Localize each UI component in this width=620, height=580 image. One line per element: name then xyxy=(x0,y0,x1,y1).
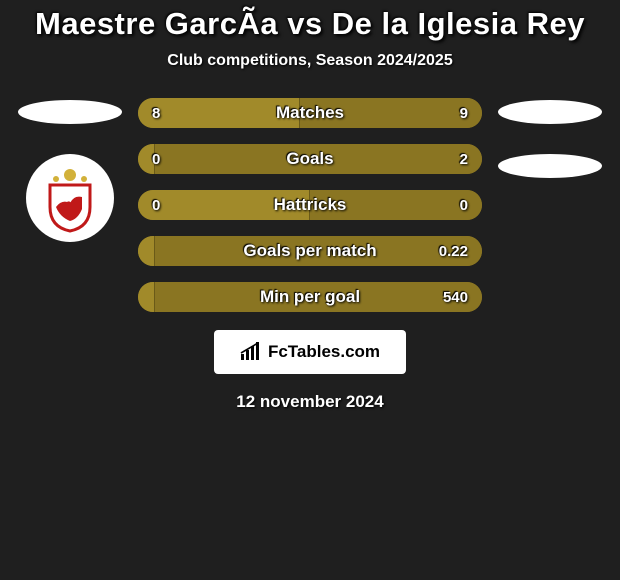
bar-value-left: 0 xyxy=(152,197,160,214)
stat-bar: Goals per match 0.22 xyxy=(138,236,482,266)
player-right-ellipse-1 xyxy=(498,100,602,124)
bar-label: Hattricks xyxy=(274,195,347,215)
stat-bar: 0 Goals 2 xyxy=(138,144,482,174)
stat-bar: 0 Hattricks 0 xyxy=(138,190,482,220)
player-left-ellipse xyxy=(18,100,122,124)
stats-area: 8 Matches 9 0 Goals 2 0 Hattricks 0 Goals per mat… xyxy=(0,98,620,328)
bar-fill-left xyxy=(138,236,155,266)
bar-value-right: 0.22 xyxy=(439,243,468,260)
bar-label: Goals xyxy=(286,149,333,169)
bar-value-right: 2 xyxy=(460,151,468,168)
bar-fill-left xyxy=(138,282,155,312)
bar-value-left: 8 xyxy=(152,105,160,122)
bar-value-right: 540 xyxy=(443,289,468,306)
stat-bar: 8 Matches 9 xyxy=(138,98,482,128)
left-player-col xyxy=(8,98,132,328)
brand-badge: FcTables.com xyxy=(214,330,406,374)
bar-value-right: 0 xyxy=(460,197,468,214)
bar-chart-icon xyxy=(240,342,262,362)
bar-value-left: 0 xyxy=(152,151,160,168)
brand-text: FcTables.com xyxy=(268,342,380,362)
bar-label: Matches xyxy=(276,103,344,123)
right-player-col xyxy=(488,98,612,328)
club-crest-left xyxy=(26,154,114,242)
date-text: 12 november 2024 xyxy=(0,392,620,412)
stat-bar: Min per goal 540 xyxy=(138,282,482,312)
bar-label: Min per goal xyxy=(260,287,360,307)
subtitle: Club competitions, Season 2024/2025 xyxy=(0,52,620,70)
bar-value-right: 9 xyxy=(460,105,468,122)
player-right-ellipse-2 xyxy=(498,154,602,178)
bar-label: Goals per match xyxy=(243,241,376,261)
page-title: Maestre GarcÃa vs De la Iglesia Rey xyxy=(0,6,620,42)
comparison-bars: 8 Matches 9 0 Goals 2 0 Hattricks 0 Goals per mat… xyxy=(132,98,488,328)
footer: FcTables.com 12 november 2024 xyxy=(0,330,620,412)
